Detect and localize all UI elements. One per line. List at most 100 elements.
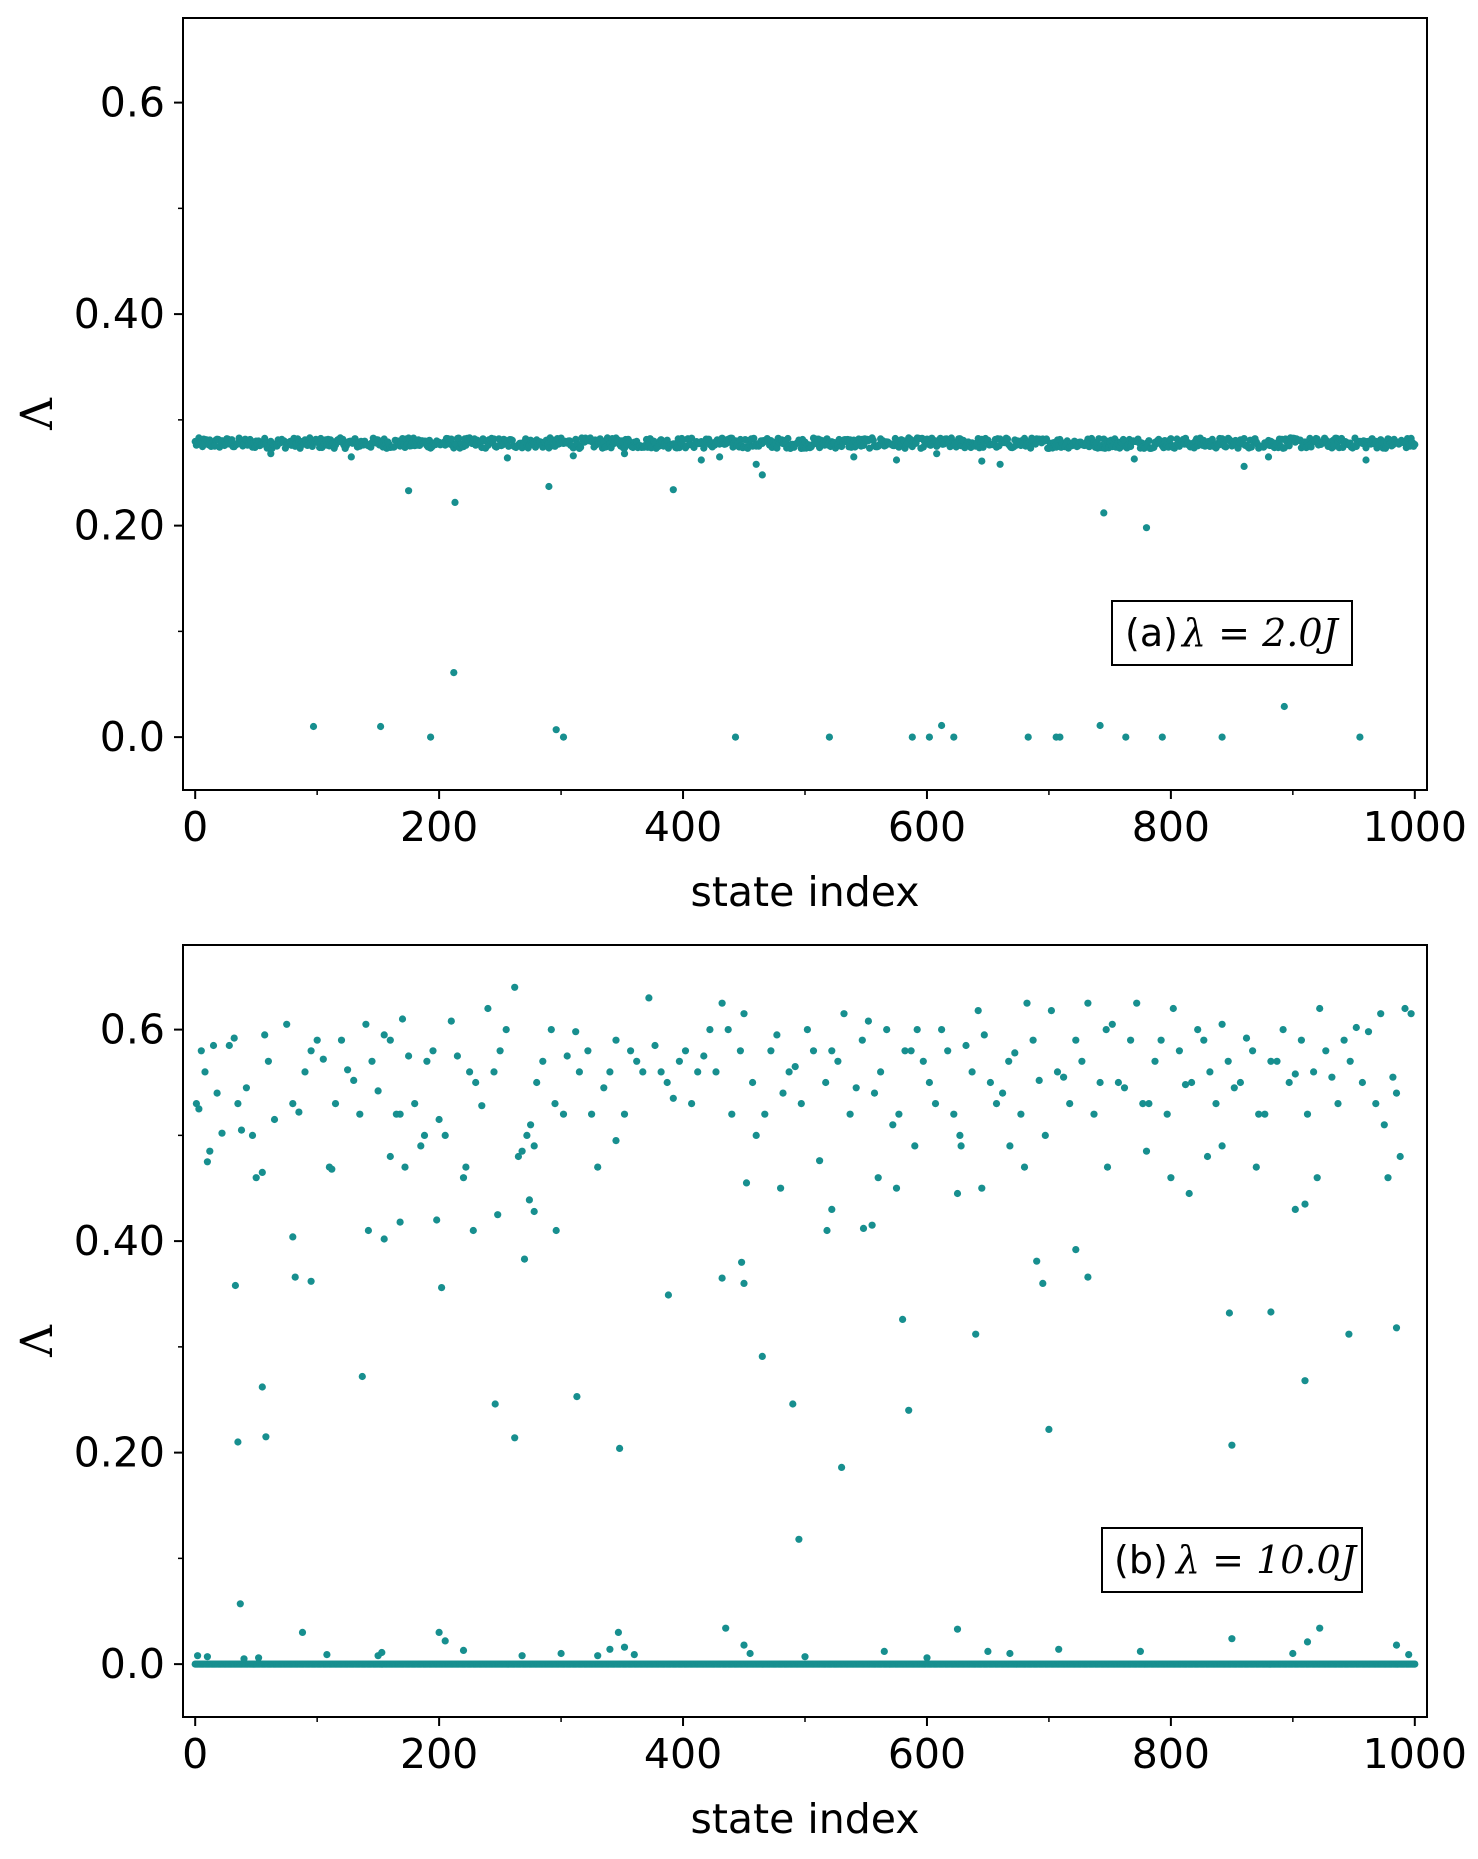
data-point	[718, 1274, 726, 1282]
data-point	[405, 487, 413, 495]
data-point	[718, 999, 726, 1007]
data-point	[706, 1026, 714, 1034]
data-point	[840, 1010, 848, 1018]
data-point	[267, 450, 275, 458]
data-point	[234, 1100, 242, 1108]
data-point	[838, 1463, 846, 1471]
band-point	[1027, 444, 1035, 452]
data-point	[1291, 1070, 1299, 1078]
data-point	[663, 1078, 671, 1087]
data-point	[1169, 1004, 1177, 1013]
data-point	[451, 498, 459, 506]
data-point	[1072, 1036, 1080, 1044]
data-point	[1039, 1279, 1047, 1287]
data-point	[551, 1100, 559, 1108]
data-point	[453, 1052, 461, 1060]
data-point	[197, 1047, 205, 1055]
data-point	[201, 1068, 209, 1076]
data-point	[1066, 1100, 1074, 1108]
data-point	[514, 1152, 523, 1161]
panel-a: 0 200 400 600 800 1000 0.0 0.20 0.40 0.6 state i…	[12, 17, 1467, 916]
data-point	[1158, 733, 1166, 741]
data-point	[1396, 1152, 1404, 1161]
data-point	[681, 1047, 690, 1055]
data-point	[923, 1654, 931, 1662]
data-point	[938, 721, 946, 730]
data-point	[1102, 1026, 1110, 1034]
data-point	[1163, 1110, 1171, 1118]
data-point	[822, 1078, 830, 1087]
data-point	[1303, 1110, 1312, 1118]
data-point	[1206, 1068, 1214, 1076]
panel-annotation-box: (b) λ = 10.0J	[1101, 1527, 1363, 1593]
data-point	[908, 733, 916, 741]
data-point	[746, 1649, 754, 1658]
data-point	[1006, 1649, 1014, 1658]
data-point	[1055, 1645, 1063, 1653]
data-point	[797, 1100, 805, 1108]
data-point	[1167, 1174, 1175, 1182]
data-point	[749, 1078, 757, 1087]
data-point	[895, 1110, 903, 1118]
panel-annotation-box: (a) λ = 2.0J	[1111, 600, 1353, 666]
data-point	[639, 1068, 647, 1076]
data-point	[933, 450, 941, 458]
y-tick-label: 0.40	[74, 1217, 165, 1265]
data-point	[1280, 702, 1288, 711]
data-point	[466, 1068, 474, 1076]
y-tick-label: 0.20	[74, 1429, 165, 1477]
data-point	[1267, 1057, 1275, 1065]
band-point	[261, 434, 269, 442]
data-point	[728, 1110, 736, 1118]
band-point	[1381, 444, 1390, 452]
data-point	[779, 1089, 787, 1097]
x-axis: 0 200 400 600 800 1000	[182, 790, 1467, 851]
data-point	[697, 456, 705, 464]
data-point	[1346, 1057, 1354, 1065]
data-point	[1096, 721, 1104, 730]
data-point	[1108, 1020, 1116, 1028]
data-point	[700, 1052, 708, 1060]
data-point	[552, 1226, 560, 1235]
data-point	[1175, 1047, 1183, 1055]
data-point	[1096, 1078, 1104, 1087]
y-axis-title: Λ	[12, 397, 63, 431]
data-point	[767, 1047, 775, 1055]
data-point	[938, 1026, 946, 1034]
data-point	[1264, 453, 1273, 461]
data-point	[740, 1279, 748, 1287]
data-point	[511, 1434, 519, 1442]
data-point	[980, 1031, 988, 1039]
data-point	[194, 1652, 202, 1660]
data-point	[1303, 1638, 1312, 1646]
data-point	[803, 1026, 812, 1034]
data-point	[957, 1142, 965, 1150]
data-point	[1181, 1081, 1190, 1089]
data-point	[450, 669, 458, 677]
data-point	[614, 1628, 623, 1636]
data-point	[944, 1047, 952, 1055]
data-point	[1405, 1651, 1413, 1659]
data-point	[1407, 1010, 1415, 1018]
data-point	[738, 1258, 746, 1266]
data-point	[588, 1110, 596, 1118]
data-point	[307, 1047, 315, 1055]
data-point	[337, 1036, 346, 1044]
data-point	[712, 1068, 720, 1076]
x-tick-label: 1000	[1363, 1730, 1467, 1778]
data-point	[1053, 1068, 1062, 1076]
data-point	[1084, 1273, 1092, 1281]
data-point	[974, 1007, 982, 1015]
data-point	[255, 1654, 263, 1662]
data-point	[859, 1224, 868, 1232]
data-point	[688, 1100, 696, 1108]
data-point	[237, 1126, 246, 1134]
data-point	[1225, 1309, 1233, 1317]
data-point	[396, 1218, 404, 1226]
data-point	[511, 983, 519, 991]
x-tick-label: 200	[400, 803, 478, 851]
data-point	[331, 1100, 340, 1108]
data-point	[441, 1131, 449, 1139]
data-point	[834, 1057, 842, 1065]
data-point	[1316, 1004, 1324, 1013]
